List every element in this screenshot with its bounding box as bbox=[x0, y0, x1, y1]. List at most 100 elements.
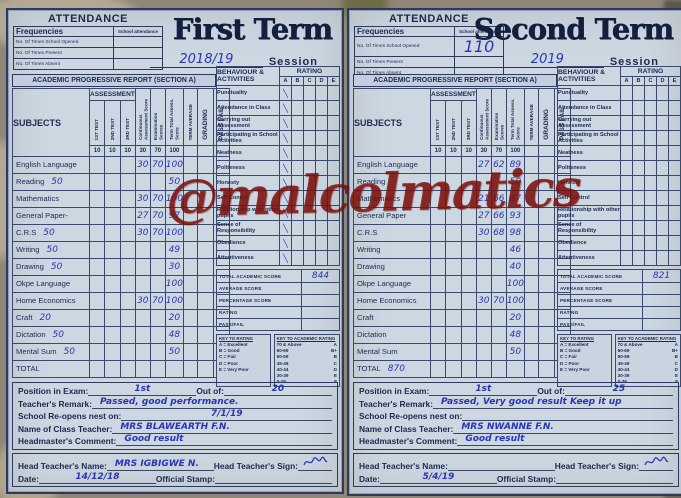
report-card-spread: ATTENDANCE Frequencies School attendance… bbox=[6, 8, 681, 496]
summary-row: TOTAL ACADEMIC SCORE 844 bbox=[216, 269, 340, 283]
behaviour-tick-mark: ╲ bbox=[279, 145, 292, 161]
key-rating-entry: B = Good bbox=[560, 348, 581, 354]
attendance-row: No. Of Times Present bbox=[13, 47, 163, 59]
key-rating-entry: E = Very Poor bbox=[560, 366, 590, 372]
score-1st-test bbox=[88, 309, 106, 327]
key-academic-entry: 70 & Above A bbox=[617, 342, 678, 347]
summary-value bbox=[642, 306, 681, 319]
inline-handwritten-score: 20 bbox=[39, 313, 51, 323]
score-grading bbox=[196, 292, 214, 310]
score-grading bbox=[537, 190, 555, 208]
score-continuous-assessment bbox=[134, 258, 151, 276]
col-continuous-assessment: Continuous Assessment Score bbox=[475, 88, 492, 146]
score-examination bbox=[149, 275, 166, 293]
subject-row: Home Economics 30 70 100 bbox=[12, 292, 230, 310]
summary-value bbox=[301, 294, 340, 307]
subject-name-cell: Dictation 50 bbox=[12, 326, 90, 344]
behaviour-row: Carrying out Assessment bbox=[557, 115, 681, 131]
score-summary-table: TOTAL ACADEMIC SCORE 844 AVERAGE SCORE P… bbox=[216, 269, 340, 331]
score-2nd-test bbox=[445, 309, 462, 327]
teacher-remark-value: Passed, Very good result Keep it up bbox=[433, 397, 673, 409]
score-1st-test bbox=[429, 326, 447, 344]
subject-name-cell: Drawing bbox=[353, 258, 431, 276]
session-line: 2019 Session bbox=[491, 52, 659, 68]
session-line: 2018/19 Session bbox=[150, 52, 318, 68]
attendance-table: Frequencies School attendance No. Of Tim… bbox=[13, 26, 163, 70]
attendance-row-label: No. Of Times School Opened bbox=[13, 36, 114, 48]
footer-area: Position in Exam: 1st Out of: 20 Teacher… bbox=[12, 382, 338, 489]
score-2nd-test bbox=[104, 309, 121, 327]
key-to-rating-title: KEY TO RATING bbox=[219, 336, 253, 341]
summary-row: AVERAGE SCORE bbox=[557, 282, 681, 295]
score-examination: 66 bbox=[490, 190, 507, 208]
score-continuous-assessment: 30 bbox=[134, 224, 151, 242]
score-3rd-test bbox=[119, 309, 136, 327]
position-value: 1st bbox=[88, 384, 197, 396]
score-term-total: 100 bbox=[164, 292, 184, 310]
key-to-academic-rating-title: KEY TO ACADEMIC RATING bbox=[617, 336, 677, 341]
col-grading: GRADING bbox=[196, 88, 214, 146]
behaviour-column: BEHAVIOUR & ACTIVITIES RATING A B C D E … bbox=[557, 66, 681, 388]
remarks-box: Position in Exam: 1st Out of: 20 Teacher… bbox=[12, 382, 338, 450]
attendance-table: Frequencies School attendance No. Of Tim… bbox=[354, 26, 504, 79]
summary-label: PASS/FAIL bbox=[216, 318, 302, 331]
score-continuous-assessment bbox=[475, 241, 492, 259]
key-rating-entry: A = Excellent bbox=[560, 342, 589, 347]
key-academic-entry: 60-69 B+ bbox=[617, 348, 678, 354]
score-continuous-assessment: 30 bbox=[134, 190, 151, 208]
col-1st-test: 1ST TEST bbox=[429, 100, 447, 146]
score-1st-test bbox=[88, 360, 106, 378]
key-academic-entry: 30-39 E bbox=[617, 372, 678, 378]
subject-name-cell: Reading bbox=[353, 173, 431, 191]
reopens-value bbox=[462, 410, 673, 421]
score-2nd-test bbox=[445, 360, 462, 378]
behaviour-label: Participating in School Activities bbox=[216, 130, 280, 146]
col-examination-scores: Examination Scores bbox=[490, 88, 507, 146]
score-examination bbox=[490, 309, 507, 327]
subject-name-cell: TOTAL bbox=[12, 360, 90, 378]
score-term-total: 30 bbox=[164, 258, 184, 276]
behaviour-tick-mark: ╲ bbox=[279, 220, 292, 236]
behaviour-tick-mark bbox=[620, 190, 633, 206]
subject-name-cell: Home Economics bbox=[12, 292, 90, 310]
behaviour-label: Punctuality bbox=[557, 85, 621, 101]
score-term-total: 49 bbox=[164, 241, 184, 259]
score-term-total: 48 bbox=[164, 326, 184, 344]
out-of-value: 20 bbox=[223, 384, 333, 396]
score-term-total: 100 bbox=[164, 190, 184, 208]
score-3rd-test bbox=[460, 241, 477, 259]
score-grading bbox=[196, 156, 214, 174]
class-teacher-line: Name of Class Teacher: MRS BLAWEARTH F.N… bbox=[18, 422, 332, 434]
score-continuous-assessment: 30 bbox=[134, 156, 151, 174]
subject-name-cell: C.R.S 50 bbox=[12, 224, 90, 242]
score-term-average bbox=[523, 190, 539, 208]
signature-scribble-icon bbox=[644, 456, 669, 465]
subject-name-cell: Drawing 50 bbox=[12, 258, 90, 276]
date-value: 14/12/18 bbox=[38, 472, 156, 484]
attendance-title: ATTENDANCE bbox=[389, 13, 469, 25]
key-to-rating-box: KEY TO RATING A = Excellent B = Good C = F… bbox=[557, 334, 612, 388]
score-term-average bbox=[182, 224, 198, 242]
behaviour-label: Attendance in Class bbox=[557, 100, 621, 116]
score-3rd-test bbox=[460, 207, 477, 225]
summary-value bbox=[301, 318, 340, 331]
behaviour-row: Punctuality bbox=[557, 85, 681, 101]
behaviour-tick-mark: ╲ bbox=[279, 85, 292, 101]
behaviour-row: Attentiveness bbox=[557, 250, 681, 266]
subject-name-cell: Home Economics bbox=[353, 292, 431, 310]
score-examination bbox=[149, 326, 166, 344]
subject-name-cell: Mental Sum 50 bbox=[12, 343, 90, 361]
score-examination bbox=[149, 309, 166, 327]
key-academic-entry: 40-44 D bbox=[617, 366, 678, 372]
subject-name-cell: Okpe Language bbox=[353, 275, 431, 293]
score-2nd-test bbox=[104, 207, 121, 225]
behaviour-label: Honesty bbox=[557, 175, 621, 191]
attendance-col-frequencies: Frequencies bbox=[13, 26, 114, 37]
score-3rd-test bbox=[460, 326, 477, 344]
reopens-line: School Re-opens nest on: 7/1/19 bbox=[18, 409, 332, 421]
score-term-total: 98 bbox=[505, 224, 525, 242]
behaviour-row: Obedience bbox=[557, 235, 681, 251]
col-term-average: TERM AVERAGE bbox=[182, 88, 198, 146]
score-continuous-assessment bbox=[134, 360, 151, 378]
score-3rd-test bbox=[460, 224, 477, 242]
